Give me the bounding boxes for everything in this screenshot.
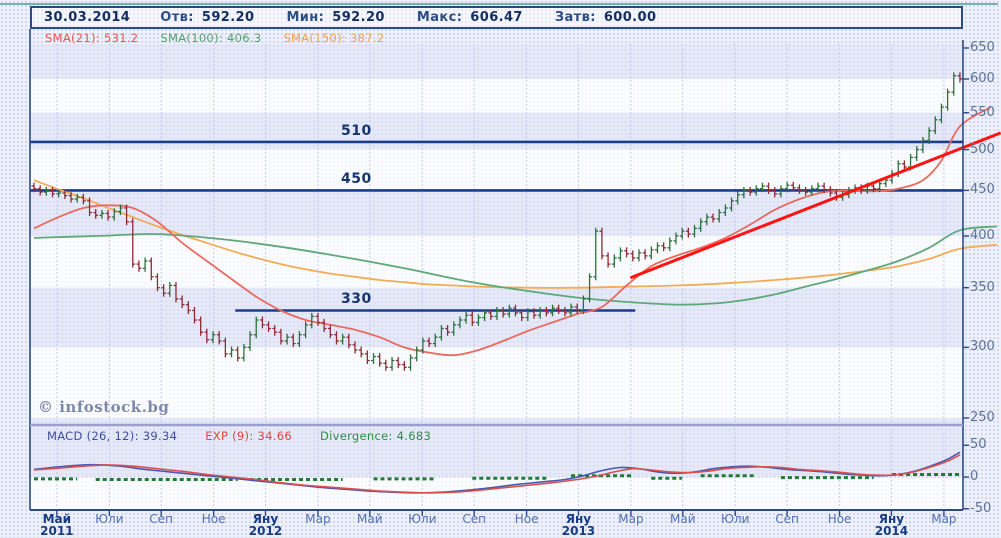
sma21-legend-item: SMA(21): 531.2 — [45, 31, 139, 45]
ohlc-info-bar: 30.03.2014 Отв: 592.20 Мин: 592.20 Макс:… — [30, 6, 963, 29]
exp-legend-item: EXP (9): 34.66 — [205, 429, 292, 443]
open-value: 592.20 — [201, 10, 255, 25]
top-accent-line — [0, 3, 998, 5]
quote-date: 30.03.2014 — [44, 10, 131, 25]
resistance-level-label-450: 450 — [341, 171, 372, 188]
infostock-watermark: © infostock.bg — [38, 398, 170, 416]
open-field: Отв: 592.20 — [160, 10, 254, 25]
high-label: Макс: — [416, 10, 463, 25]
close-field: Затв: 600.00 — [555, 10, 657, 25]
sma100-legend-item: SMA(100): 406.3 — [160, 31, 262, 45]
low-field: Мин: 592.20 — [286, 10, 384, 25]
high-value: 606.47 — [470, 10, 523, 25]
open-label: Отв: — [160, 10, 194, 25]
high-field: Макс: 606.47 — [417, 10, 523, 25]
low-label: Мин: — [286, 10, 325, 25]
sma150-legend-item: SMA(150): 387.2 — [283, 31, 385, 45]
resistance-level-label-510: 510 — [341, 122, 372, 139]
close-value: 600.00 — [603, 10, 657, 25]
low-value: 592.20 — [332, 10, 385, 25]
close-label: Затв: — [554, 10, 596, 25]
macd-legend: MACD (26, 12): 39.34 EXP (9): 34.66 Diverg… — [47, 429, 435, 443]
macd-legend-item: MACD (26, 12): 39.34 — [47, 429, 178, 443]
support-level-label-330: 330 — [341, 291, 372, 308]
sma-legend: SMA(21): 531.2 SMA(100): 406.3 SMA(150): 38… — [45, 31, 388, 45]
divergence-legend-item: Divergence: 4.683 — [319, 429, 432, 443]
